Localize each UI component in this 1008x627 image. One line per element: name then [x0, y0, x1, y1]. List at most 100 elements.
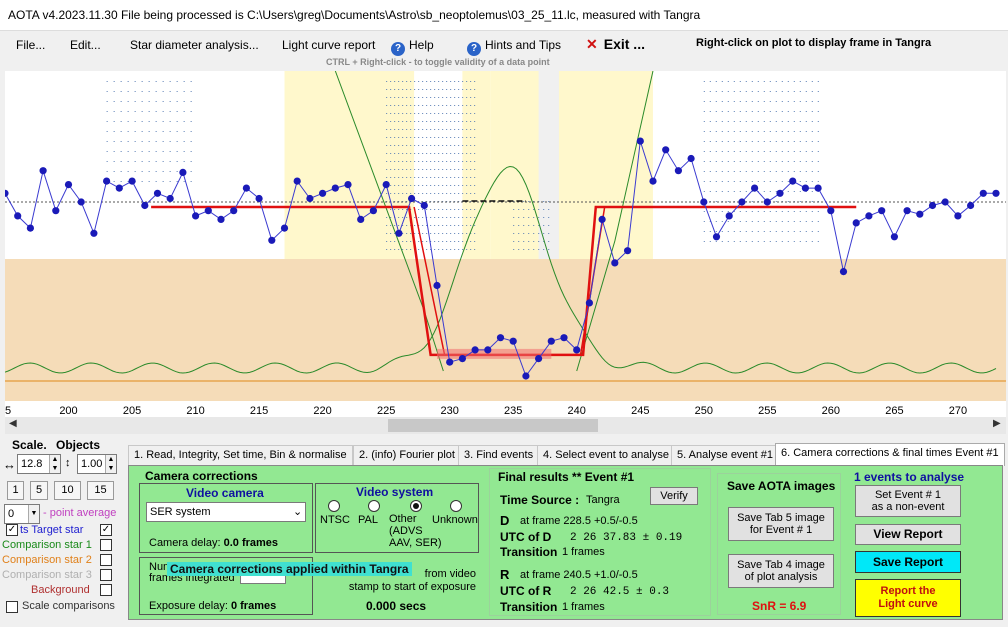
comparison-3-checkbox[interactable]	[100, 569, 112, 581]
pal-radio[interactable]	[368, 500, 380, 512]
grid-dot	[176, 101, 178, 102]
grid-dot	[763, 231, 765, 232]
objects-spin-arrows-icon[interactable]: ▲ ▼	[105, 455, 116, 473]
grid-dot	[528, 225, 530, 226]
grid-dot	[106, 161, 108, 162]
grid-dot	[745, 151, 747, 152]
menu-help[interactable]: ? Help	[391, 38, 434, 56]
tab-select-event[interactable]: 4. Select event to analyse	[537, 445, 675, 465]
menu-star-diameter[interactable]: Star diameter analysis...	[130, 38, 259, 52]
grid-dot	[183, 101, 185, 102]
comparison-1-checkbox[interactable]	[100, 539, 112, 551]
grid-dot	[787, 231, 789, 232]
tab-analyse-event[interactable]: 5. Analyse event #1	[671, 445, 780, 465]
grid-dot	[402, 81, 404, 82]
unknown-radio[interactable]	[450, 500, 462, 512]
save-report-button[interactable]: Save Report	[855, 551, 961, 573]
menu-light-curve-report[interactable]: Light curve report	[282, 38, 376, 52]
menu-edit[interactable]: Edit...	[70, 38, 101, 52]
grid-dot	[470, 105, 472, 106]
grid-dot	[390, 249, 392, 250]
zoom-15-button[interactable]: 15	[87, 481, 114, 500]
plot-scrollbar[interactable]: ◀ ▶	[5, 417, 1006, 434]
grid-dot	[757, 221, 759, 222]
other-radio[interactable]	[410, 500, 422, 512]
grid-dot	[703, 171, 705, 172]
scale-comparisons-checkbox[interactable]	[6, 601, 18, 613]
grid-dot	[434, 169, 436, 170]
grid-dot	[454, 177, 456, 178]
background-checkbox[interactable]	[100, 584, 112, 596]
grid-dot	[715, 231, 717, 232]
ntsc-radio[interactable]	[328, 500, 340, 512]
grid-dot	[533, 225, 535, 226]
set-non-event-button[interactable]: Set Event # 1 as a non-event	[855, 485, 961, 517]
grid-dot	[390, 137, 392, 138]
snr-value: SnR = 6.9	[752, 599, 807, 613]
grid-dot	[817, 131, 819, 132]
grid-dot	[390, 97, 392, 98]
grid-dot	[422, 217, 424, 218]
light-curve-plot[interactable]: 5 200 205 210 215 220 225 230 235 240 245 250 255 260…	[5, 71, 1006, 417]
plot-svg[interactable]: 5 200 205 210 215 220 225 230 235 240 245 250 255 260…	[5, 71, 1006, 417]
grid-dot	[533, 241, 535, 242]
save-tab4-button[interactable]: Save Tab 4 image of plot analysis	[728, 554, 834, 588]
tab-read[interactable]: 1. Read, Integrity, Set time, Bin & norm…	[128, 445, 353, 465]
save-tab5-button[interactable]: Save Tab 5 image for Event # 1	[728, 507, 834, 541]
grid-dot	[454, 137, 456, 138]
point-average-select[interactable]: 0 ▼	[4, 504, 40, 524]
scroll-left-icon[interactable]: ◀	[9, 418, 17, 429]
grid-dot	[474, 233, 476, 234]
grid-dot	[113, 141, 115, 142]
grid-dot	[438, 169, 440, 170]
grid-dot	[745, 121, 747, 122]
tab-camera-corrections[interactable]: 6. Camera corrections & final times Even…	[775, 443, 1005, 466]
grid-dot	[751, 191, 753, 192]
grid-dot	[811, 151, 813, 152]
zoom-5-button[interactable]: 5	[30, 481, 48, 500]
grid-dot	[775, 151, 777, 152]
report-light-curve-button[interactable]: Report the Light curve	[855, 579, 961, 617]
target-star-point	[268, 236, 276, 244]
grid-dot	[757, 101, 759, 102]
grid-dot	[454, 129, 456, 130]
grid-dot	[523, 217, 525, 218]
camera-select[interactable]: SER system ⌄	[146, 502, 306, 522]
grid-dot	[426, 121, 428, 122]
grid-dot	[127, 151, 129, 152]
menu-exit[interactable]: ✕ Exit ...	[586, 36, 645, 53]
grid-dot	[799, 141, 801, 142]
grid-dot	[162, 111, 164, 112]
grid-dot	[462, 89, 464, 90]
grid-dot	[406, 209, 408, 210]
scale-spin-arrows-icon[interactable]: ▲ ▼	[49, 455, 60, 473]
objects-spinner[interactable]: 1.00 ▲ ▼	[77, 454, 117, 474]
tab-fourier[interactable]: 2. (info) Fourier plot	[353, 445, 461, 465]
grid-dot	[721, 241, 723, 242]
scroll-thumb[interactable]	[388, 419, 598, 432]
grid-dot	[155, 171, 157, 172]
scroll-right-icon[interactable]: ▶	[993, 418, 1001, 429]
grid-dot	[446, 233, 448, 234]
menu-hints[interactable]: ? Hints and Tips	[467, 38, 561, 56]
target-star-point	[890, 233, 899, 241]
target-star-point	[280, 224, 289, 232]
zoom-10-button[interactable]: 10	[54, 481, 81, 500]
scale-spinner[interactable]: 12.8 ▲ ▼	[17, 454, 61, 474]
zoom-1-button[interactable]: 1	[7, 481, 24, 500]
menu-file[interactable]: File...	[16, 38, 46, 52]
view-report-button[interactable]: View Report	[855, 524, 961, 545]
grid-dot	[442, 129, 444, 130]
grid-dot	[169, 131, 171, 132]
grid-dot	[805, 241, 807, 242]
tab-find-events[interactable]: 3. Find events	[458, 445, 540, 465]
d-label: D	[500, 513, 510, 528]
grid-dot	[721, 101, 723, 102]
grid-dot	[414, 169, 416, 170]
comparison-2-checkbox[interactable]	[100, 554, 112, 566]
verify-button[interactable]: Verify	[650, 487, 698, 505]
target-visible-checkbox[interactable]: ✓	[100, 524, 112, 536]
chevron-down-icon[interactable]: ▼	[28, 505, 39, 523]
grid-dot	[458, 169, 460, 170]
target-checkbox[interactable]: ✓	[6, 524, 18, 536]
